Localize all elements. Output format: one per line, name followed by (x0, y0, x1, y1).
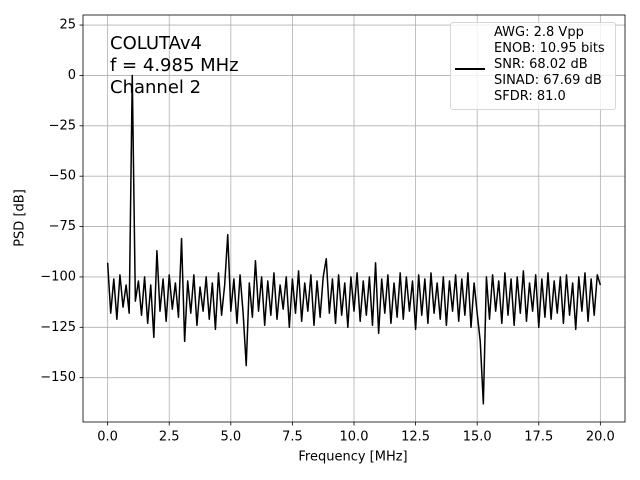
y-tick-label: −75 (49, 219, 76, 234)
x-tick-label: 17.5 (524, 430, 553, 445)
y-axis-label: PSD [dB] (13, 189, 28, 247)
y-tick-label: −150 (40, 370, 76, 385)
legend-label: AWG: 2.8 Vpp ENOB: 10.95 bits SNR: 68.02… (494, 25, 605, 104)
annotation: COLUTAv4 (110, 33, 202, 54)
x-tick-label: 5.0 (220, 430, 241, 445)
plot-frame (82, 14, 626, 423)
annotation: Channel 2 (110, 77, 201, 98)
x-tick-label: 20.0 (586, 430, 615, 445)
data-line (106, 74, 602, 405)
x-tick-label: 10.0 (340, 430, 369, 445)
y-tick-label: −25 (49, 118, 76, 133)
annotation: f = 4.985 MHz (110, 55, 239, 76)
x-tick-label: 2.5 (159, 430, 180, 445)
x-axis-label: Frequency [MHz] (298, 450, 407, 465)
legend: AWG: 2.8 Vpp ENOB: 10.95 bits SNR: 68.02… (450, 22, 616, 110)
x-tick-label: 15.0 (463, 430, 492, 445)
y-tick-label: −50 (49, 169, 76, 184)
legend-swatch (455, 68, 485, 70)
y-tick-label: −100 (40, 269, 76, 284)
x-tick-label: 7.5 (282, 430, 303, 445)
y-tick-label: −125 (40, 320, 76, 335)
y-tick-label: 0 (68, 68, 76, 83)
x-tick-label: 0.0 (97, 430, 118, 445)
x-tick-label: 12.5 (401, 430, 430, 445)
y-tick-label: 25 (59, 18, 76, 33)
